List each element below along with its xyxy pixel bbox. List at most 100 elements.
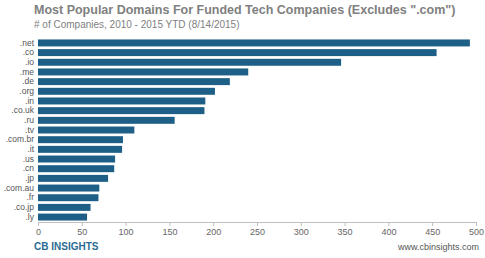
source: www.cbinsights.com [397, 242, 479, 252]
category-label: .co [23, 47, 35, 57]
tick: 200 [206, 222, 221, 237]
category-label: .co.uk [11, 105, 34, 115]
tick-label: 300 [294, 227, 309, 237]
bar [38, 117, 175, 124]
category: .tv [25, 125, 35, 135]
tick: 250 [250, 222, 265, 237]
bar [38, 136, 123, 143]
category-label: .org [19, 86, 34, 96]
category-label: .cn [23, 163, 35, 173]
category-label: .fr [26, 192, 34, 202]
tick: 0 [36, 222, 41, 237]
category-label: .com.au [4, 183, 35, 193]
bar [38, 68, 248, 75]
bar [38, 194, 98, 201]
category: .cn [23, 163, 35, 173]
tick-mark [126, 222, 127, 226]
bar [38, 175, 108, 182]
category-label: .jp [25, 173, 34, 183]
category-label: .tv [25, 125, 35, 135]
tick: 350 [338, 222, 353, 237]
category: .co.jp [14, 202, 35, 212]
tick-mark [432, 222, 433, 226]
plot: 0 50 100 150 200 250 300 350 400 450 500 .net.co.io… [4, 38, 484, 238]
category: .us [23, 154, 34, 164]
bar [38, 78, 230, 85]
category: .de [22, 76, 34, 86]
tick-label: 500 [469, 227, 484, 237]
tick-label: 400 [381, 227, 396, 237]
category: .ly [26, 212, 35, 222]
bar [38, 127, 134, 134]
logo: CB INSIGHTS [34, 241, 99, 252]
category-label: .co.jp [14, 202, 35, 212]
tick-mark [388, 222, 389, 226]
category: .net [20, 38, 35, 48]
bar [38, 185, 99, 192]
axis-line [39, 223, 477, 227]
tick-label: 0 [36, 227, 41, 237]
category: .fr [26, 192, 34, 202]
category: .co [23, 47, 35, 57]
category: .org [19, 86, 34, 96]
bar [38, 97, 205, 104]
tick-mark [82, 222, 83, 226]
tick-label: 350 [338, 227, 353, 237]
category: .me [20, 67, 34, 77]
bar [38, 204, 91, 211]
tick-mark [476, 222, 477, 226]
bar [38, 49, 437, 56]
y-axis: .net.co.io.me.de.org.in.co.uk.ru.tv.com.… [4, 38, 35, 222]
tick: 50 [77, 222, 87, 237]
tick: 400 [381, 222, 396, 237]
category-label: .me [20, 67, 34, 77]
tick-mark [169, 222, 170, 226]
tick: 500 [469, 222, 484, 237]
tick: 300 [294, 222, 309, 237]
tick-label: 200 [206, 227, 221, 237]
category: .ru [24, 115, 34, 125]
tick-mark [257, 222, 258, 226]
bar [38, 146, 122, 153]
tick-mark [301, 222, 302, 226]
category-label: .com.br [6, 134, 35, 144]
category-label: .net [20, 38, 35, 48]
category: .com.br [6, 134, 35, 144]
tick-label: 150 [162, 227, 177, 237]
bar [38, 59, 341, 66]
category-label: .us [23, 154, 34, 164]
category-label: .ly [26, 212, 35, 222]
category-label: .ru [24, 115, 34, 125]
bar [38, 39, 470, 46]
bars [38, 39, 470, 220]
category-label: .io [25, 57, 34, 67]
tick-label: 250 [250, 227, 265, 237]
tick-label: 100 [119, 227, 134, 237]
tick-mark [213, 222, 214, 226]
bar [38, 156, 115, 163]
category: .co.uk [11, 105, 34, 115]
tick: 150 [162, 222, 177, 237]
tick-mark [38, 222, 39, 226]
bar [38, 165, 114, 172]
category: .com.au [4, 183, 35, 193]
category: .in [25, 96, 34, 106]
category-label: .de [22, 76, 34, 86]
subtitle: # of Companies, 2010 - 2015 YTD (8/14/20… [34, 19, 240, 30]
x-axis: 0 50 100 150 200 250 300 350 400 450 500 [36, 222, 484, 237]
bar [38, 107, 204, 114]
title: Most Popular Domains For Funded Tech Com… [34, 3, 455, 17]
chart: Most Popular Domains For Funded Tech Com… [0, 0, 485, 258]
bar [38, 214, 87, 221]
category: .io [25, 57, 34, 67]
category-label: .it [27, 144, 34, 154]
category: .it [27, 144, 34, 154]
tick: 100 [119, 222, 134, 237]
category: .jp [25, 173, 34, 183]
tick: 450 [425, 222, 440, 237]
bar [38, 88, 215, 95]
tick-mark [345, 222, 346, 226]
tick-label: 50 [77, 227, 87, 237]
tick-label: 450 [425, 227, 440, 237]
category-label: .in [25, 96, 34, 106]
